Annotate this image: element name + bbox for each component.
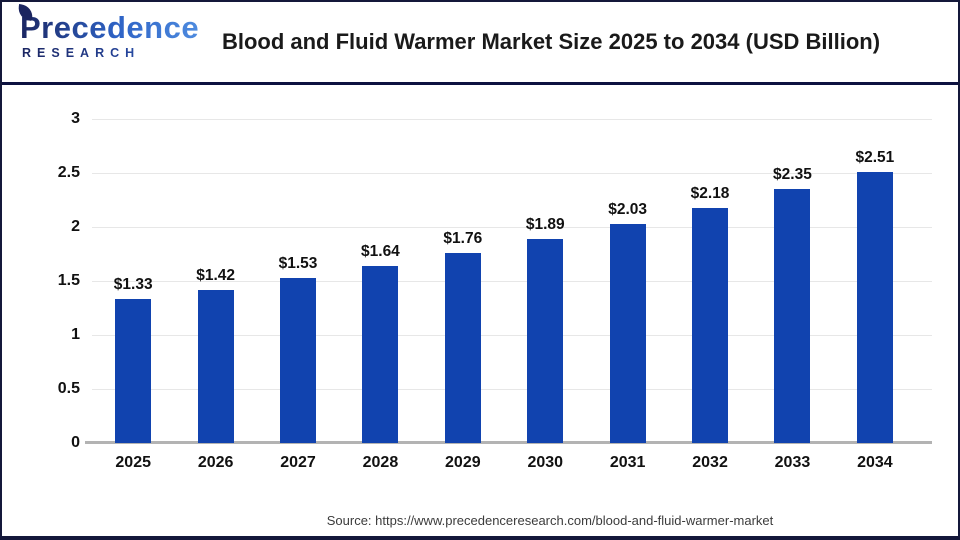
bar-slot: $2.18 [669, 119, 751, 443]
bar [856, 171, 893, 443]
bar-slot: $1.89 [504, 119, 586, 443]
y-tick-label: 0 [71, 434, 80, 451]
bar-slot: $1.64 [339, 119, 421, 443]
gridline [92, 389, 932, 391]
x-tick-label: 2028 [362, 454, 399, 471]
bar-value-label: $2.35 [773, 166, 812, 184]
bar-value-label: $1.42 [196, 266, 235, 284]
x-axis: 2025 2026 2027 2028 2029 2030 2031 2032 2033 2034 [92, 454, 916, 472]
bar-value-label: $1.53 [278, 254, 318, 272]
x-tick-label: 2025 [115, 454, 151, 471]
y-tick-label: 1.5 [57, 272, 80, 289]
y-tick-label: 2 [71, 218, 80, 235]
bar [444, 252, 481, 443]
bar [197, 289, 234, 443]
bar-value-label: $1.64 [361, 242, 400, 260]
gridline [92, 335, 932, 337]
x-tick-label: 2033 [774, 454, 811, 471]
bar-slot: $1.33 [92, 119, 174, 443]
bar-value-label: $1.89 [525, 215, 565, 233]
logo-line1-text: Precedence [20, 10, 200, 45]
bar-value-label: $2.03 [608, 200, 648, 218]
bar-value-label: $1.33 [113, 276, 153, 294]
x-tick-label: 2030 [527, 454, 564, 471]
x-tick-label: 2032 [692, 454, 728, 471]
y-tick-label: 0.5 [57, 380, 80, 397]
page-title: Blood and Fluid Warmer Market Size 2025 … [221, 29, 881, 54]
bar [692, 207, 729, 443]
logo-subtitle: RESEARCH [18, 47, 199, 60]
header-divider [2, 82, 958, 85]
bar-slot: $1.42 [174, 119, 256, 443]
bar-value-label: $2.51 [855, 148, 895, 166]
y-axis: 0 0.5 1 1.5 2 2.5 3 [30, 110, 80, 451]
x-tick-label: 2027 [280, 454, 316, 471]
header: Precedence RESEARCH Blood and Fluid Warm… [2, 2, 958, 82]
gridline [92, 281, 932, 282]
bar [115, 299, 152, 443]
bar-value-label: $2.18 [690, 184, 730, 202]
x-tick-label: 2031 [609, 454, 646, 471]
gridline [92, 173, 932, 174]
precedence-research-logo: Precedence RESEARCH [17, 4, 200, 60]
x-axis-baseline [85, 441, 932, 444]
plot-area: $1.33 $1.42 $1.53 $1.64 $1.76 $1.89 $2.03 $2.18… [85, 119, 932, 444]
source-line: Source: https://www.precedenceresearch.c… [326, 513, 774, 528]
y-tick-label: 2.5 [57, 164, 80, 181]
bar [774, 189, 811, 443]
bar-slot: $1.76 [422, 119, 504, 443]
logo-wordmark: Precedence [17, 4, 200, 45]
bar-value-label: $1.76 [443, 229, 483, 247]
x-tick-label: 2034 [857, 454, 893, 471]
y-tick-label: 3 [71, 110, 80, 127]
y-tick-label: 1 [71, 326, 80, 343]
gridline [92, 227, 932, 229]
bar-slot: $2.03 [586, 119, 668, 443]
bars: $1.33 $1.42 $1.53 $1.64 $1.76 $1.89 $2.03 $2.18… [92, 119, 916, 443]
gridline [92, 119, 932, 120]
x-tick-label: 2026 [197, 454, 234, 471]
bar-slot: $2.35 [751, 119, 833, 443]
bar-slot: $1.53 [257, 119, 339, 443]
bar-slot: $2.51 [834, 119, 916, 443]
bar [362, 265, 399, 443]
bar [527, 238, 564, 443]
x-tick-label: 2029 [445, 454, 481, 471]
bar [609, 223, 646, 443]
bar [280, 277, 317, 443]
